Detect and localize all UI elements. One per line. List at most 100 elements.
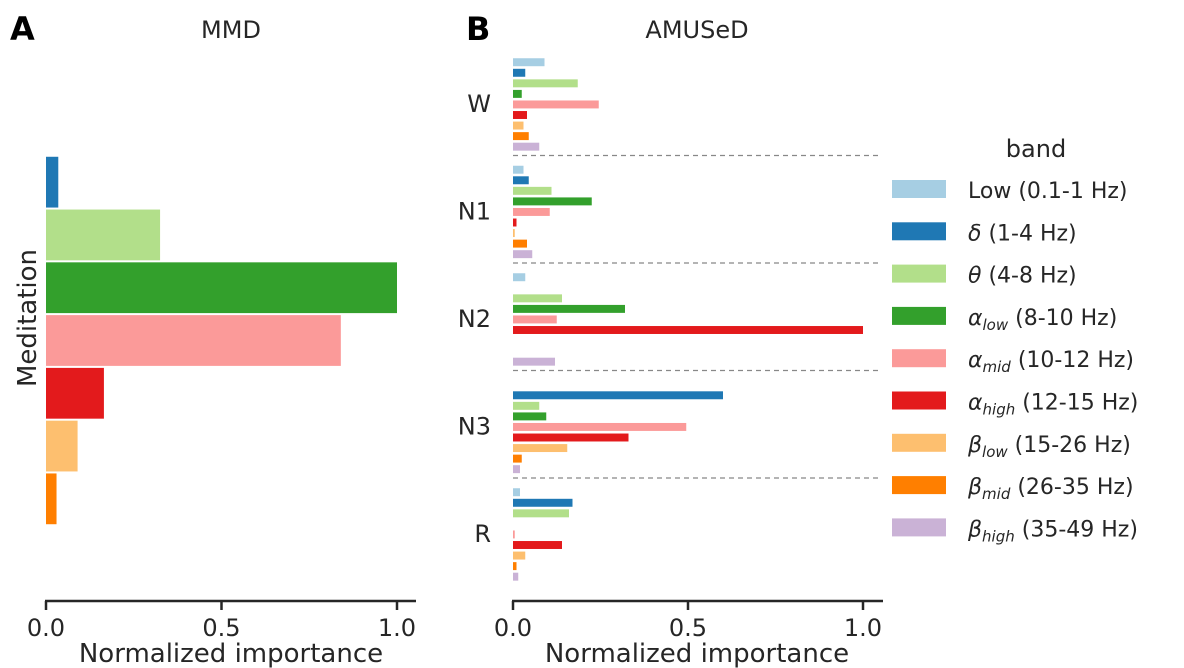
panel-b-tick-label: 0.5 [669, 614, 707, 642]
bar-n1-0 [513, 165, 524, 174]
bar-w-2 [513, 79, 578, 88]
category-label-w: W [467, 90, 491, 118]
bar-r-2 [513, 509, 569, 518]
bar-n3-5 [513, 433, 629, 442]
legend-range: (26-35 Hz) [1010, 475, 1133, 500]
legend-symbol: β [967, 517, 982, 542]
bar-w-6 [513, 121, 524, 130]
category-label-r: R [474, 520, 491, 548]
bar-n3-3 [513, 412, 547, 421]
bar-w-0 [513, 58, 545, 67]
legend-swatch [892, 222, 946, 241]
legend-subscript: high [982, 527, 1015, 545]
bar-w-8 [513, 142, 540, 151]
legend-range: (12-15 Hz) [1015, 391, 1138, 416]
legend-range: (10-12 Hz) [1011, 348, 1134, 373]
legend-range: (4-8 Hz) [981, 264, 1076, 289]
bar-n1-7 [513, 239, 527, 248]
bar-n2-0 [513, 273, 526, 282]
legend-items: Low (0.1-1 Hz)δ (1-4 Hz)θ (4-8 Hz)αlow (… [892, 179, 1138, 545]
bar-w-5 [513, 111, 527, 119]
legend-range: Low (0.1-1 Hz) [968, 179, 1128, 204]
legend-label: αmid (10-12 Hz) [968, 348, 1134, 376]
bar-n2-4 [513, 315, 557, 324]
legend-swatch [892, 391, 946, 410]
panel-a: A MMD Meditation 0.0 0.5 1.0 Normalized im… [10, 10, 416, 668]
bar-n1-5 [513, 218, 517, 227]
bar-w-4 [513, 100, 599, 109]
panel-a-bars [46, 156, 397, 525]
bar-n1-3 [513, 197, 592, 206]
legend-symbol: β [967, 475, 982, 500]
bar-n3-4 [513, 422, 687, 431]
panel-a-xlabel: Normalized importance [79, 639, 383, 668]
bar-r-1 [513, 498, 573, 507]
legend-label: θ (4-8 Hz) [968, 264, 1077, 289]
panel-a-tick-label: 0.5 [202, 614, 240, 642]
bar-r-8 [513, 572, 519, 581]
bar-w-3 [513, 89, 522, 98]
legend-subscript: low [983, 316, 1009, 334]
legend-label: Low (0.1-1 Hz) [968, 179, 1128, 204]
bar-n2-2 [513, 294, 562, 303]
legend-symbol: θ [968, 264, 982, 289]
bar-n3-6 [513, 444, 568, 453]
legend-label: αlow (8-10 Hz) [968, 306, 1117, 334]
bar-n2-8 [513, 357, 555, 366]
legend-label: βlow (15-26 Hz) [967, 433, 1131, 461]
bar-r-4 [513, 530, 515, 539]
legend-symbol: α [968, 391, 983, 416]
legend-range: (8-10 Hz) [1008, 306, 1117, 331]
bar-r-6 [513, 551, 526, 560]
legend-range: (35-49 Hz) [1015, 517, 1138, 542]
legend-title: band [1006, 135, 1066, 163]
legend-swatch [892, 264, 946, 283]
legend-label: βhigh (35-49 Hz) [967, 517, 1138, 545]
legend-label: αhigh (12-15 Hz) [968, 391, 1138, 419]
legend-swatch [892, 349, 946, 368]
panel-b-category-labels: W N1 N2 N3 R [458, 90, 491, 548]
bar-n1-8 [513, 250, 533, 259]
panel-a-tick-label: 0.0 [27, 614, 65, 642]
panel-b-x-ticks: 0.0 0.5 1.0 [494, 601, 882, 642]
panel-b-bars [513, 58, 863, 581]
bar-meditation-6 [46, 420, 78, 472]
bar-meditation-3 [46, 262, 397, 314]
legend-symbol: α [968, 348, 983, 373]
legend-swatch [892, 433, 946, 452]
legend-subscript: high [983, 401, 1016, 419]
bar-r-5 [513, 541, 562, 549]
category-label-n3: N3 [458, 412, 491, 440]
category-label-n2: N2 [458, 305, 491, 333]
legend-swatch [892, 180, 946, 198]
panel-b-tick-label: 0.0 [494, 614, 532, 642]
bar-w-1 [513, 68, 526, 77]
bar-n3-7 [513, 454, 522, 463]
panel-b-separators [513, 154, 881, 479]
bar-r-0 [513, 488, 520, 497]
legend-symbol: β [967, 433, 982, 458]
category-label-n1: N1 [458, 197, 491, 225]
legend-swatch [892, 306, 946, 325]
bar-meditation-1 [46, 156, 59, 208]
panel-a-title: MMD [201, 16, 261, 44]
panel-a-ylabel: Meditation [13, 249, 43, 387]
bar-meditation-2 [46, 209, 161, 261]
bar-n3-1 [513, 391, 723, 400]
panel-a-tick-label: 1.0 [378, 614, 416, 642]
panel-a-letter: A [10, 10, 35, 48]
panel-b-tick-label: 1.0 [844, 614, 882, 642]
legend-swatch [892, 476, 946, 495]
legend-range: (1-4 Hz) [981, 221, 1076, 246]
legend-label: δ (1-4 Hz) [968, 221, 1077, 246]
legend-swatch [892, 518, 946, 537]
panel-b-title: AMUSeD [645, 16, 748, 44]
legend-subscript: low [982, 443, 1008, 461]
legend-subscript: mid [982, 485, 1011, 503]
bar-n2-5 [513, 326, 863, 334]
bar-n1-1 [513, 176, 529, 185]
bar-meditation-4 [46, 315, 341, 366]
bar-n2-3 [513, 304, 625, 313]
bar-r-7 [513, 562, 517, 571]
